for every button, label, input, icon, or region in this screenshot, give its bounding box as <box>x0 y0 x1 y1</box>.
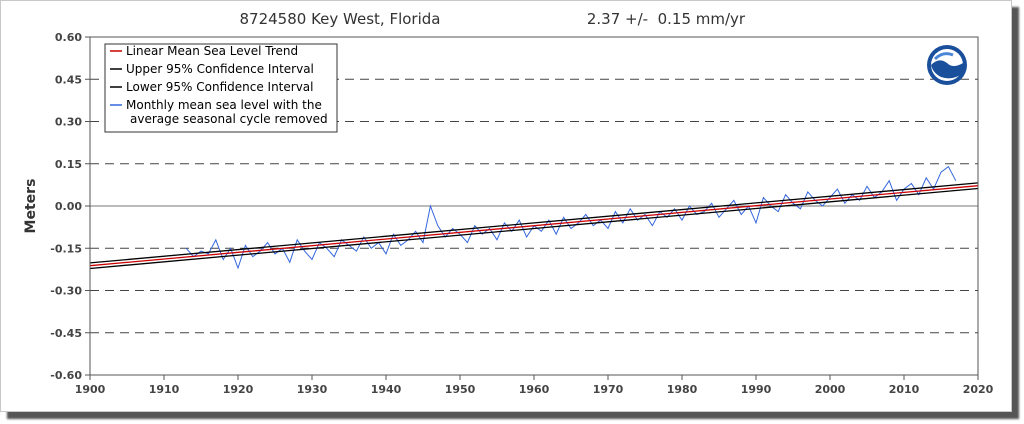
x-tick-label: 1910 <box>149 383 180 396</box>
legend-label: Lower 95% Confidence Interval <box>126 80 314 94</box>
x-tick-label: 1980 <box>667 383 698 396</box>
y-tick-label: 0.15 <box>55 158 82 171</box>
chart-title: 8724580 Key West, Florida <box>240 10 441 28</box>
chart-frame: 0.60 0.45 0.30 0.15 0.00 -0.15 -0.30 -0.45 -0.60… <box>0 0 1012 412</box>
x-tick-label: 1900 <box>75 383 106 396</box>
series-upper-line <box>89 182 979 264</box>
legend: Linear Mean Sea Level Trend Upper 95% Con… <box>104 43 338 133</box>
y-tick-label: 0.60 <box>55 31 82 44</box>
y-tick-label: 0.45 <box>55 73 82 86</box>
legend-label: Linear Mean Sea Level Trend <box>126 44 298 58</box>
y-tick-label: -0.45 <box>50 327 82 340</box>
x-tick-label: 2020 <box>963 383 994 396</box>
series-lower-line <box>89 187 979 270</box>
x-tick-label: 2010 <box>889 383 920 396</box>
x-tick-label: 1940 <box>371 383 402 396</box>
legend-label-line2: average seasonal cycle removed <box>130 112 328 126</box>
trend-rate: 2.37 +/- 0.15 mm/yr <box>587 10 746 28</box>
y-tick-label: 0.30 <box>55 116 82 129</box>
noaa-logo-icon <box>927 45 967 85</box>
x-tick-label: 1960 <box>519 383 550 396</box>
x-tick-label: 1950 <box>445 383 476 396</box>
x-tick-label: 1990 <box>741 383 772 396</box>
y-tick-label: 0.00 <box>55 200 82 213</box>
series-monthly-line <box>185 165 957 270</box>
x-tick-label: 1970 <box>593 383 624 396</box>
legend-label: Monthly mean sea level with the <box>126 98 322 112</box>
x-tick-label: 1920 <box>223 383 254 396</box>
x-tick-label: 1930 <box>297 383 328 396</box>
x-tick-label: 2000 <box>815 383 846 396</box>
y-tick-label: -0.60 <box>50 369 82 382</box>
sea-level-chart: 0.60 0.45 0.30 0.15 0.00 -0.15 -0.30 -0.45 -0.60… <box>23 10 994 396</box>
y-tick-label: -0.30 <box>50 285 82 298</box>
series-trend-line <box>89 185 979 267</box>
y-tick-label: -0.15 <box>50 242 82 255</box>
legend-label: Upper 95% Confidence Interval <box>126 62 314 76</box>
y-axis-label: Meters <box>23 179 39 234</box>
